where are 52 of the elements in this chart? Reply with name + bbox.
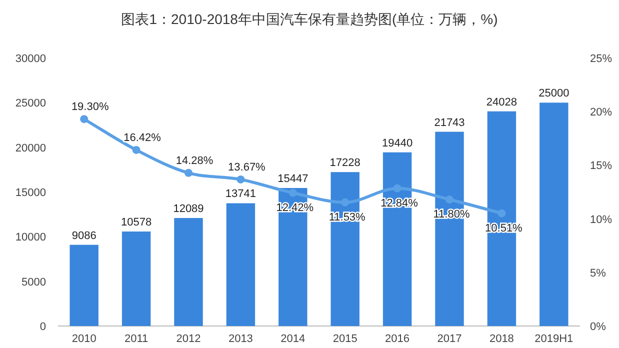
y-tick-label: 15000 — [15, 187, 46, 199]
data-label: 19440 — [382, 137, 413, 150]
bar — [122, 232, 151, 326]
x-tick-label: 2016 — [385, 333, 410, 345]
data-label: 14.28% — [176, 154, 214, 167]
x-tick-label: 2014 — [280, 333, 306, 345]
bar — [174, 218, 203, 326]
y2-tick-label: 5% — [590, 267, 606, 280]
point — [184, 168, 192, 177]
y2-tick-label: 10% — [590, 214, 612, 226]
point — [288, 188, 297, 197]
y-tick-label: 25000 — [15, 98, 46, 110]
point — [341, 198, 350, 206]
data-label: 13741 — [225, 188, 256, 200]
x-tick-label: 2018 — [489, 333, 514, 345]
bar — [226, 203, 256, 326]
data-label: 21743 — [434, 116, 465, 129]
data-label: 24028 — [486, 96, 517, 108]
y-tick-label: 10000 — [15, 232, 46, 244]
bar — [70, 244, 98, 326]
data-label: 25000 — [538, 88, 570, 100]
data-label: 9086 — [72, 230, 96, 242]
x-tick-label: 2013 — [228, 333, 253, 345]
y-tick-label: 30000 — [15, 53, 46, 65]
y-tick-label: 20000 — [15, 142, 46, 154]
x-tick-label: 2012 — [176, 333, 201, 345]
data-label: 19.30% — [71, 101, 109, 114]
x-tick-label: 2015 — [332, 333, 358, 345]
data-label: 12089 — [173, 203, 204, 216]
data-label: 10578 — [121, 216, 152, 229]
point — [498, 209, 506, 218]
y-tick-label: 0 — [40, 321, 46, 333]
point — [132, 146, 140, 154]
point — [393, 184, 402, 192]
y2-tick-label: 15% — [590, 160, 612, 172]
y-tick-label: 5000 — [22, 276, 46, 288]
bar — [540, 102, 568, 326]
data-label: 15447 — [278, 173, 308, 186]
data-label: 17228 — [330, 157, 360, 170]
x-tick-label: 2019H1 — [534, 333, 574, 345]
point — [236, 175, 245, 184]
y2-tick-label: 25% — [590, 53, 612, 65]
y2-tick-label: 0% — [590, 321, 606, 333]
point — [80, 115, 88, 124]
y2-tick-label: 20% — [590, 106, 612, 119]
x-tick-label: 2010 — [72, 333, 96, 345]
x-tick-label: 2011 — [124, 333, 148, 345]
x-tick-label: 2017 — [437, 333, 462, 345]
data-label: 13.67% — [228, 161, 266, 174]
point — [446, 196, 454, 204]
chart-title: 图表1：2010-2018年中国汽车保有量趋势图(单位：万辆，%) — [121, 11, 498, 27]
data-label: 16.42% — [124, 132, 162, 144]
